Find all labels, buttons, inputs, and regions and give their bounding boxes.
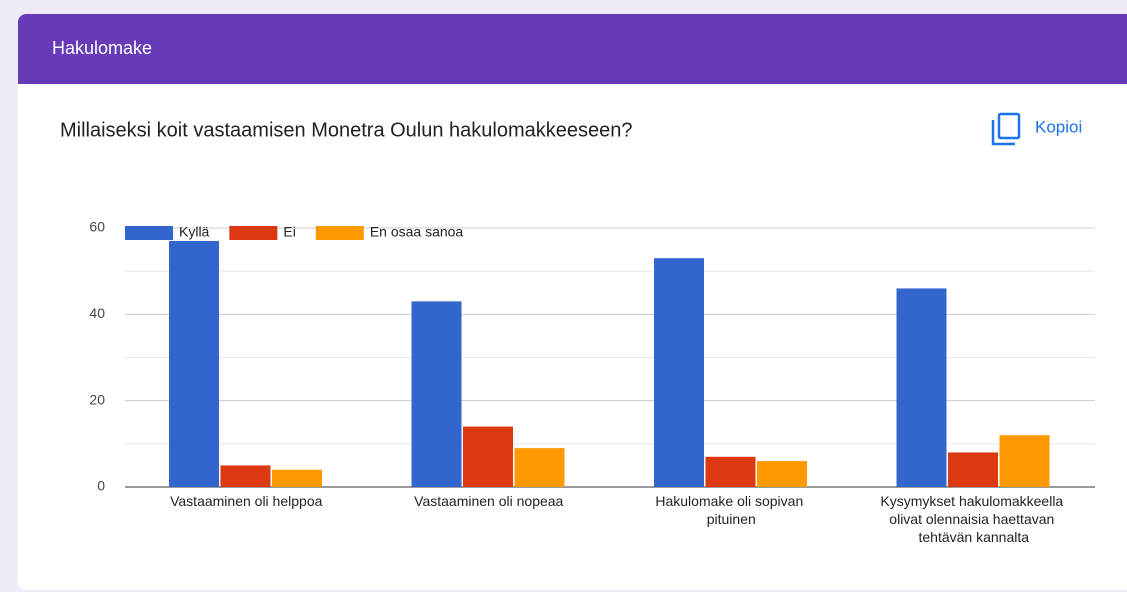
question: Millaiseksi koit vastaamisen Monetra Oul… [60,119,633,141]
copy-icon [991,120,1015,146]
x-tick-label: Hakulomake oli sopivan pituinen [655,493,807,527]
bar [896,288,947,487]
y-tick-label: 60 [89,219,105,235]
header-band [18,14,1127,84]
bar [463,426,513,487]
bar [948,452,998,487]
copy-icon-page [997,112,1021,140]
y-tick-label: 20 [89,391,105,407]
bar [272,469,322,487]
legend-label: Kyllä [179,224,210,240]
legend-label: En osaa sanoa [370,224,464,240]
x-tick-label: Vastaaminen oli nopeaa [414,493,563,509]
legend-swatch [125,226,173,240]
copy-label: Kopioi [1035,117,1082,136]
bar [654,258,704,487]
bar [757,461,807,487]
legend-swatch [229,226,278,240]
bar [169,240,219,487]
x-tick-label: Vastaaminen oli helppoa [170,493,323,509]
bar [999,435,1050,487]
legend-label: Ei [283,224,295,240]
bar [220,465,271,487]
bar [514,448,565,487]
copy-button[interactable]: Kopioi [991,112,1082,146]
x-tick-label: Kysymykset hakulomakkeella olivat olenna… [880,493,1067,545]
card [18,14,1127,590]
y-tick-label: 40 [89,305,105,321]
y-tick-label: 0 [97,478,105,494]
header-title: Hakulomake [52,38,152,58]
bar [705,456,756,487]
bar [411,301,462,487]
legend-swatch [315,226,364,240]
